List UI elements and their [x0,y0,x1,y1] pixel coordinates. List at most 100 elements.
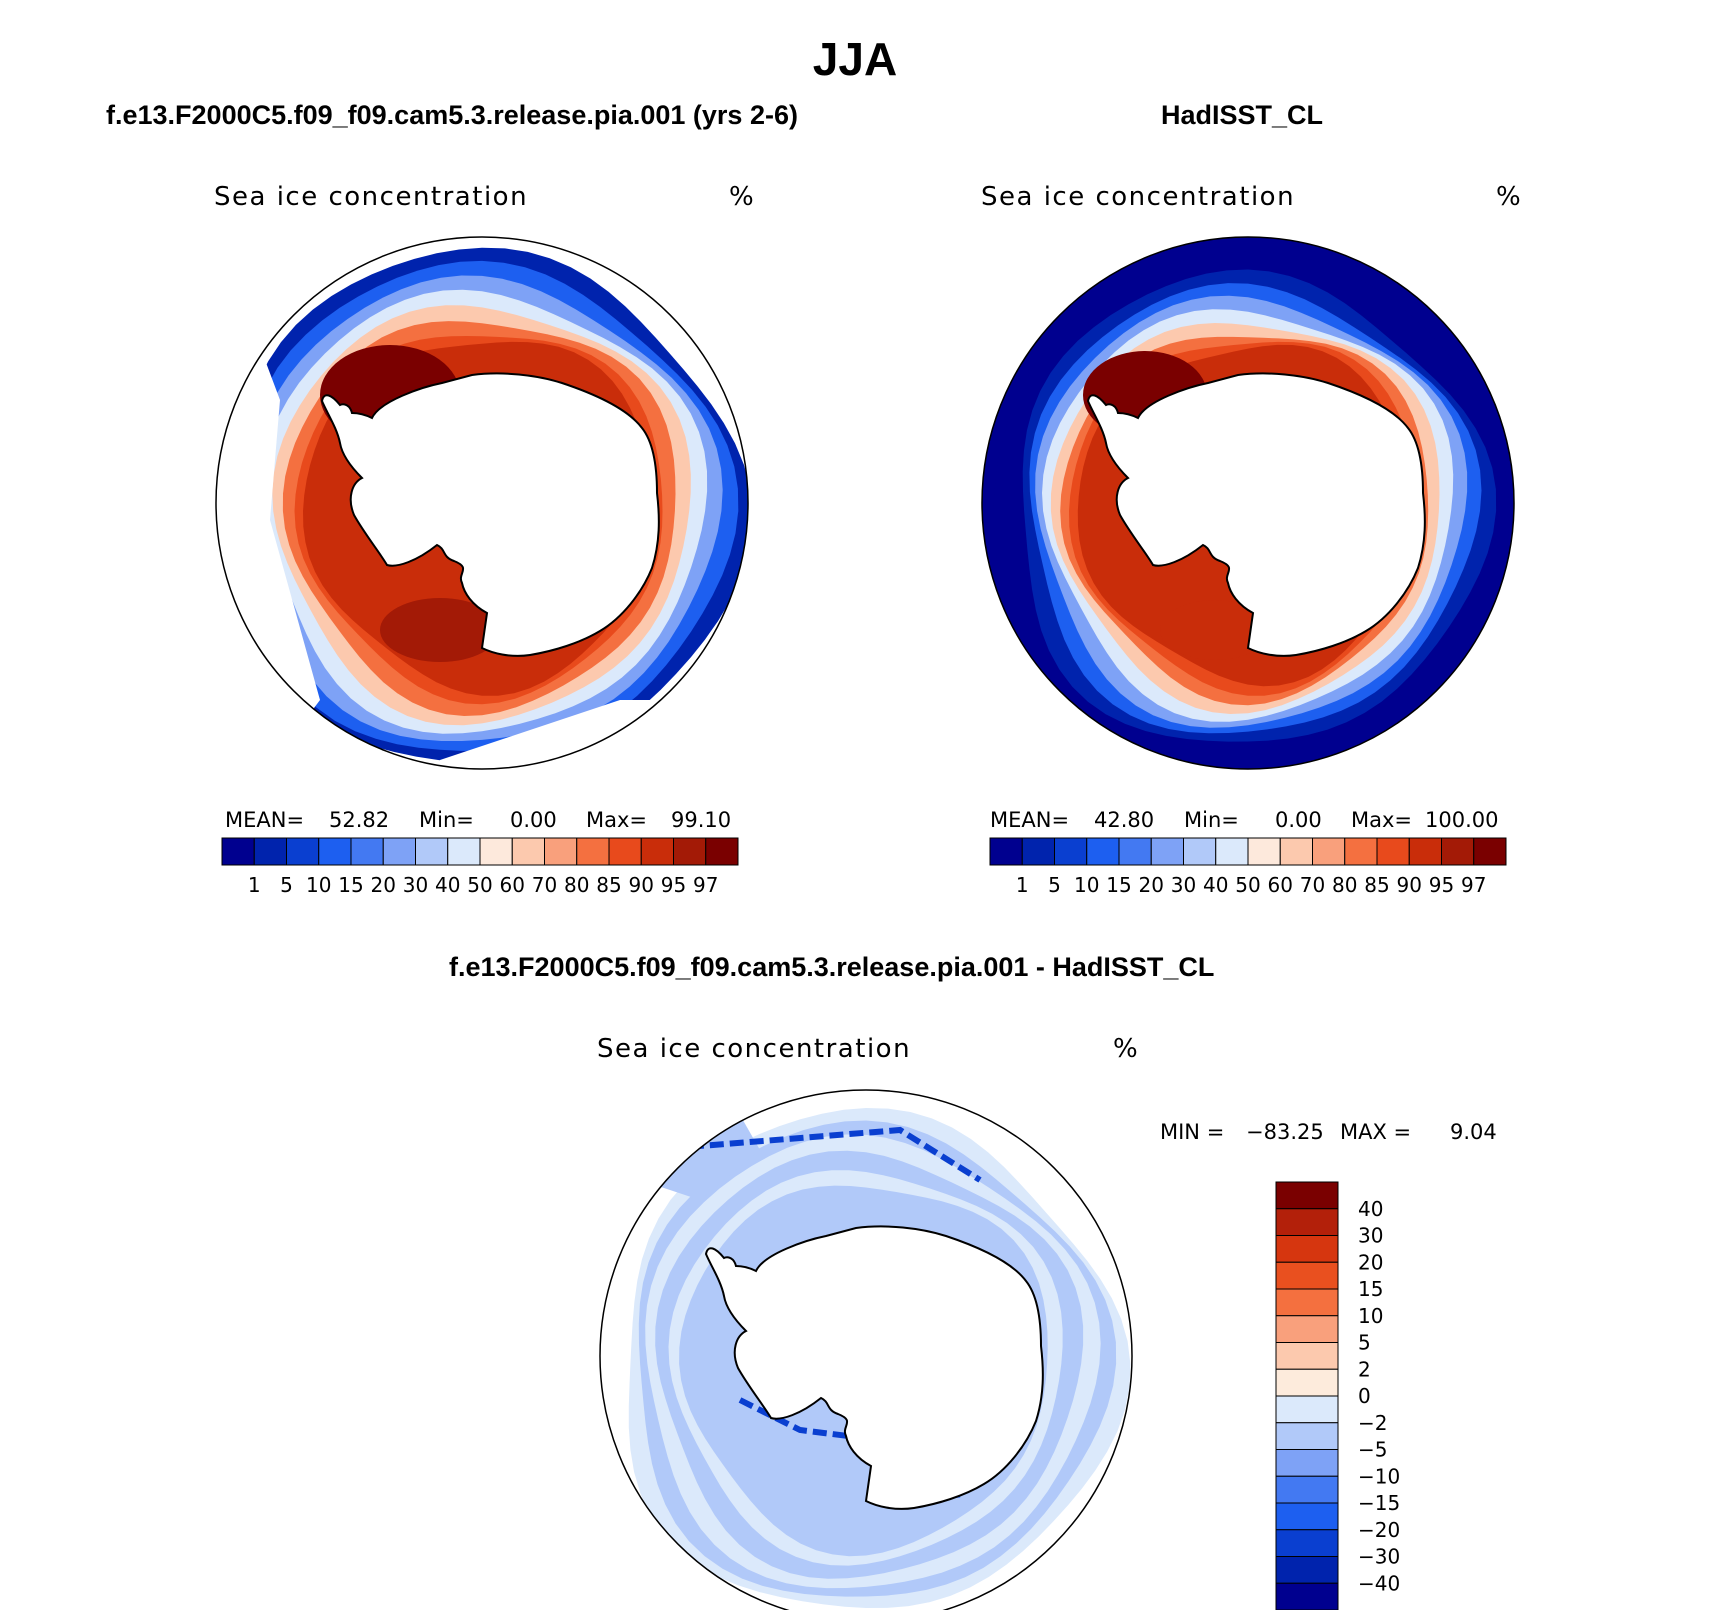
panel-1-map [215,236,749,770]
colorbar-box [544,837,578,866]
colorbar-box [1275,1502,1339,1531]
colorbar-tick-label: 70 [532,873,557,897]
colorbar-tick-label: −40 [1358,1571,1400,1595]
panel-1-colorbar: 1 5 10 15 20 30 40 50 60 70 80 85 90 95 97 [221,837,739,897]
panel-1-min-value: 0.00 [510,808,557,832]
colorbar-box [705,837,739,866]
map-boundary-circle [215,236,749,770]
panel-2-mean-value: 42.80 [1094,808,1155,832]
panel-3-units: % [1113,1034,1140,1064]
colorbar-box [1118,837,1152,866]
colorbar-box [350,837,384,866]
colorbar-tick-label: 40 [1358,1197,1383,1221]
colorbar-box [1408,837,1442,866]
colorbar-box [221,837,255,866]
colorbar-box [1275,1556,1339,1584]
colorbar-box [1275,1422,1339,1450]
colorbar-box [447,837,481,866]
panel-1-max-label: Max= [586,808,648,832]
panel-3-min-label: MIN = [1160,1120,1225,1144]
panel-2-colorbar: 1 5 10 15 20 30 40 50 60 70 80 85 90 95 97 [989,837,1507,897]
colorbar-tick-label: 85 [1364,873,1389,897]
colorbar-tick-label: 97 [693,873,718,897]
panel-1-units: % [729,182,756,212]
colorbar-box [1275,1395,1339,1424]
colorbar-tick-label: 15 [1106,873,1131,897]
panel-1-mean-label: MEAN= [225,808,305,832]
panel-2-units: % [1496,182,1523,212]
colorbar-tick-label: 30 [1171,873,1196,897]
panel-2-map [981,236,1515,770]
colorbar-box [479,837,513,866]
colorbar-tick-label: 95 [661,873,686,897]
colorbar-tick-label: 50 [467,873,492,897]
panel-2-min-value: 0.00 [1275,808,1322,832]
colorbar-box [1275,1342,1339,1370]
colorbar-box [1376,837,1410,866]
colorbar-tick-label: 80 [564,873,589,897]
colorbar-tick-label: 85 [596,873,621,897]
panel-1-min-label: Min= [419,808,474,832]
colorbar-tick-label: 5 [1048,873,1061,897]
colorbar-tick-label: 60 [1268,873,1293,897]
colorbar-tick-label: 10 [1358,1304,1383,1328]
colorbar-box [1275,1181,1339,1210]
panel-3-min-value: −83.25 [1246,1120,1324,1144]
colorbar-tick-label: −10 [1358,1464,1400,1488]
panel-3-map [599,1089,1133,1610]
panel-3-subtitle: Sea ice concentration [597,1034,912,1064]
colorbar-box [1473,837,1507,866]
panel-2-subtitle: Sea ice concentration [981,182,1296,212]
colorbar-tick-label: 5 [1358,1331,1371,1355]
colorbar-tick-label: 97 [1461,873,1486,897]
colorbar-tick-label: 10 [306,873,331,897]
colorbar-tick-label: 0 [1358,1384,1371,1408]
colorbar-box [1275,1288,1339,1317]
high-concentration-patch [1160,600,1270,660]
colorbar-tick-label: 50 [1235,873,1260,897]
colorbar-tick-label: 70 [1300,873,1325,897]
colorbar-tick-label: 1 [1016,873,1029,897]
colorbar-tick-label: 30 [403,873,428,897]
colorbar-tick-label: −2 [1358,1411,1387,1435]
colorbar-box [989,837,1023,866]
colorbar-box [1054,837,1088,866]
colorbar-tick-label: 40 [1203,873,1228,897]
colorbar-box [1150,837,1184,866]
colorbar-box [1086,837,1120,866]
panel-3-title: f.e13.F2000C5.f09_f09.cam5.3.release.pia… [449,952,1215,982]
colorbar-box [415,837,449,866]
colorbar-box [1279,837,1313,866]
colorbar-tick-label: −5 [1358,1438,1387,1462]
colorbar-tick-label: 10 [1074,873,1099,897]
panel-2-min-label: Min= [1184,808,1239,832]
colorbar-tick-label: 30 [1358,1224,1383,1248]
colorbar-box [1312,837,1346,866]
panel-2-max-value: 100.00 [1425,808,1499,832]
colorbar-tick-label: 90 [1397,873,1422,897]
colorbar-tick-label: 60 [500,873,525,897]
colorbar-box [1441,837,1475,866]
colorbar-tick-label: −15 [1358,1491,1400,1515]
colorbar-box [1275,1449,1339,1477]
high-concentration-patch [380,598,500,662]
colorbar-tick-label: 2 [1358,1357,1371,1381]
colorbar-box [673,837,707,866]
panel-2-title: HadISST_CL [1161,100,1324,130]
colorbar-box [640,837,674,866]
colorbar-box [1275,1235,1339,1263]
colorbar-tick-label: 20 [1139,873,1164,897]
panel-1-subtitle: Sea ice concentration [214,182,529,212]
figure-title: JJA [812,33,898,85]
map-boundary-circle [981,236,1515,770]
colorbar-tick-label: 1 [248,873,261,897]
colorbar-tick-label: 95 [1429,873,1454,897]
colorbar-box [576,837,610,866]
colorbar-box [1247,837,1281,866]
colorbar-box [1275,1261,1339,1290]
colorbar-tick-label: 20 [371,873,396,897]
colorbar-box [1275,1368,1339,1397]
panel-1-title: f.e13.F2000C5.f09_f09.cam5.3.release.pia… [106,100,798,130]
colorbar-tick-label: 90 [629,873,654,897]
